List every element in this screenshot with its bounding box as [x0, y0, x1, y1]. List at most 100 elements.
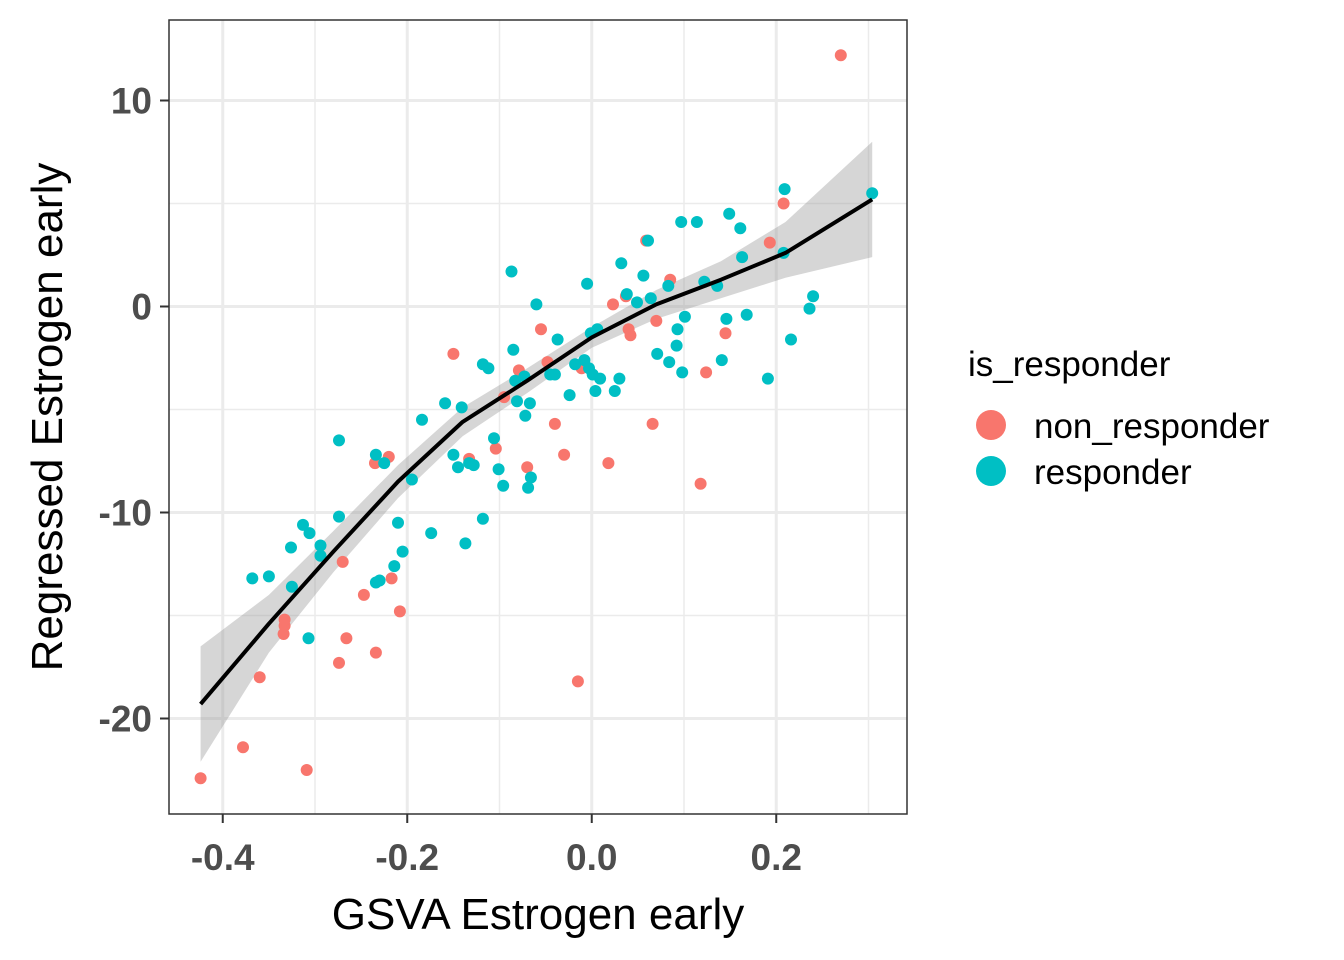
x-tick-label: -0.4: [191, 837, 255, 878]
data-point-non-responder: [694, 477, 707, 490]
data-point-responder: [373, 574, 386, 587]
data-point-responder: [476, 512, 489, 525]
data-point-non-responder: [602, 457, 615, 470]
data-point-responder: [671, 323, 684, 336]
data-point-responder: [569, 358, 582, 371]
legend: is_responder non_responder responder: [968, 345, 1270, 492]
data-point-responder: [507, 343, 520, 356]
data-point-responder: [563, 389, 576, 402]
data-point-responder: [392, 516, 404, 529]
data-point-responder: [509, 374, 522, 387]
data-point-responder: [388, 560, 401, 573]
data-point-responder: [740, 308, 753, 321]
data-point-responder: [663, 356, 676, 369]
data-point-responder: [497, 479, 510, 492]
y-tick-labels: -20 -10 0 10: [99, 81, 152, 740]
data-point-responder: [676, 366, 689, 379]
data-point-responder: [715, 354, 728, 367]
data-point-responder: [644, 292, 657, 305]
data-point-non-responder: [548, 417, 561, 430]
data-point-non-responder: [607, 298, 619, 311]
data-point-non-responder: [719, 327, 732, 340]
data-point-responder: [488, 432, 500, 445]
data-point-responder: [285, 541, 297, 554]
data-point-responder: [482, 362, 495, 375]
data-point-non-responder: [558, 448, 571, 461]
data-point-responder: [333, 510, 345, 523]
data-point-non-responder: [646, 417, 659, 430]
data-point-responder: [314, 539, 327, 552]
data-point-non-responder: [447, 347, 460, 360]
data-point-responder: [690, 216, 703, 228]
data-point-responder: [551, 333, 564, 346]
legend-key-non-responder: [976, 410, 1006, 440]
data-point-responder: [662, 279, 675, 292]
data-point-responder: [615, 257, 628, 270]
x-tick-labels: -0.4 -0.2 0.0 0.2: [191, 837, 802, 878]
data-point-responder: [467, 459, 480, 472]
data-point-responder: [303, 527, 316, 540]
axis-ticks: [160, 99, 778, 823]
data-point-responder: [734, 222, 747, 235]
data-point-responder: [581, 277, 594, 290]
data-point-non-responder: [393, 605, 406, 618]
data-point-non-responder: [300, 764, 313, 776]
data-point-non-responder: [834, 49, 847, 62]
legend-label-non-responder: non_responder: [1034, 407, 1270, 446]
data-point-responder: [452, 461, 464, 474]
data-point-responder: [459, 537, 472, 550]
data-point-responder: [530, 298, 543, 311]
data-point-responder: [785, 333, 797, 346]
y-tick-label: 0: [131, 287, 152, 328]
smooth-fit-line: [199, 197, 874, 706]
data-point-responder: [522, 481, 535, 494]
data-point-responder: [511, 395, 523, 408]
confidence-band: [200, 141, 873, 762]
data-point-responder: [723, 207, 736, 220]
data-point-responder: [439, 397, 452, 410]
data-point-responder: [425, 527, 438, 540]
data-point-responder: [778, 183, 791, 196]
data-point-responder: [637, 269, 650, 282]
data-point-non-responder: [763, 236, 776, 249]
data-point-non-responder: [700, 366, 713, 379]
data-point-responder: [333, 434, 345, 447]
minor-gridlines: [169, 20, 907, 814]
data-point-responder: [378, 457, 391, 470]
x-tick-label: 0.0: [566, 837, 617, 878]
data-point-responder: [523, 397, 536, 410]
data-point-non-responder: [535, 323, 547, 336]
data-point-non-responder: [489, 442, 502, 455]
y-tick-label: 10: [111, 81, 152, 122]
legend-label-responder: responder: [1034, 453, 1192, 492]
smooth-line-layer: [199, 197, 874, 706]
data-point-responder: [678, 310, 691, 323]
data-point-non-responder: [253, 671, 266, 684]
data-point-non-responder: [194, 772, 207, 785]
data-point-non-responder: [333, 656, 345, 669]
panel-border: [168, 19, 908, 815]
legend-key-responder: [976, 456, 1006, 486]
data-point-responder: [302, 632, 315, 645]
data-point-responder: [505, 265, 518, 278]
data-point-responder: [807, 290, 820, 303]
data-point-non-responder: [357, 588, 370, 601]
data-point-non-responder: [336, 555, 349, 568]
data-point-responder: [285, 580, 298, 593]
x-tick-label: 0.2: [751, 837, 802, 878]
data-point-responder: [314, 549, 327, 562]
data-point-non-responder: [340, 632, 353, 645]
data-point-responder: [594, 372, 607, 385]
data-point-non-responder: [369, 646, 382, 659]
data-point-responder: [651, 347, 664, 360]
confidence-band-layer: [200, 141, 873, 762]
points-layer: [194, 49, 879, 785]
data-point-responder: [670, 339, 683, 352]
data-point-responder: [620, 288, 633, 301]
data-point-responder: [262, 570, 275, 583]
data-point-responder: [297, 518, 309, 531]
data-point-responder: [613, 372, 626, 385]
data-point-responder: [492, 463, 505, 476]
data-point-non-responder: [385, 572, 398, 585]
